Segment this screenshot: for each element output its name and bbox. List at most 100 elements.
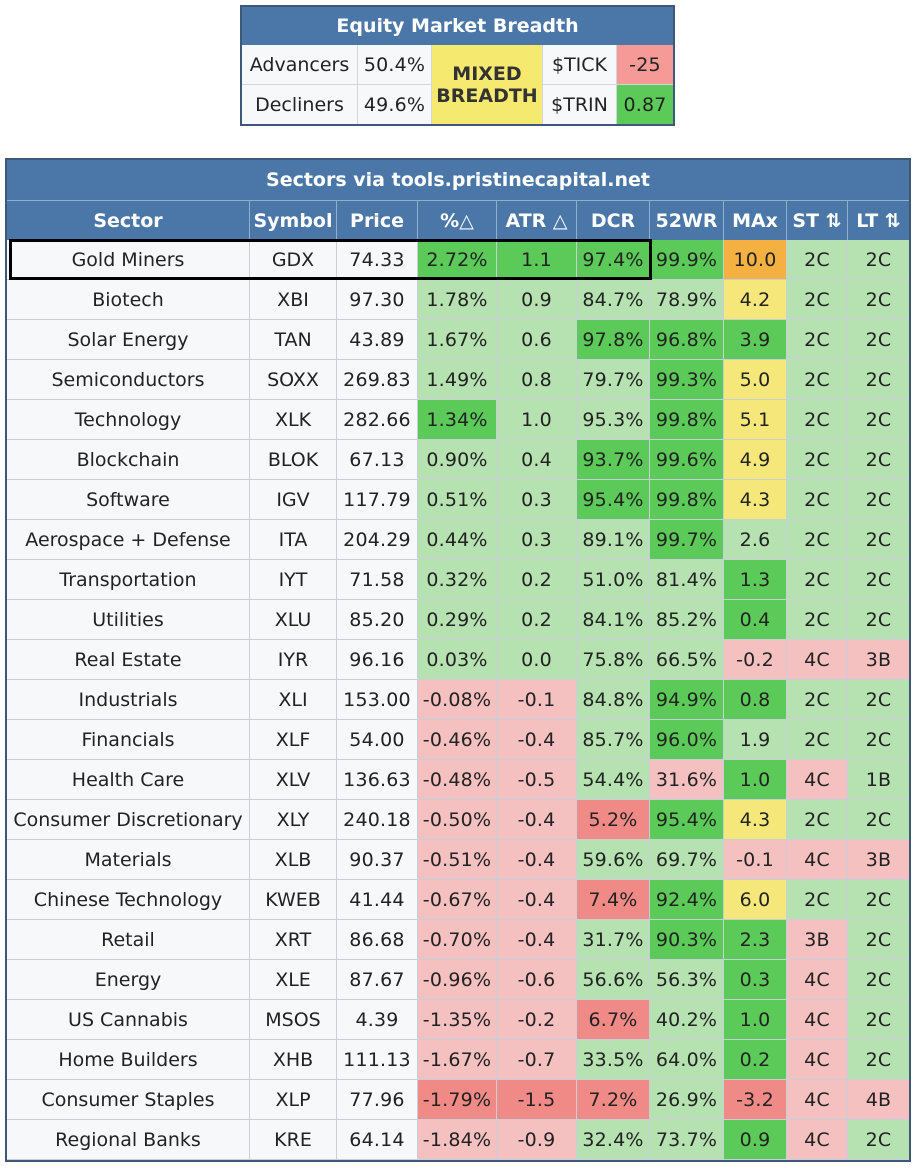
cell-st: 2C [787, 360, 848, 400]
cell-52wr: 99.3% [650, 360, 724, 400]
cell-dcr: 51.0% [577, 560, 650, 600]
table-row: Software IGV 117.79 0.51% 0.3 95.4% 99.8% 4.3 2C… [7, 480, 909, 520]
cell-lt: 2C [848, 800, 909, 840]
cell-price: 87.67 [337, 960, 418, 1000]
column-header-dcr[interactable]: DCR [577, 201, 650, 240]
column-header-price[interactable]: Price [337, 201, 418, 240]
cell-pct-change: 0.29% [418, 600, 497, 640]
cell-st: 2C [787, 680, 848, 720]
cell-lt: 2C [848, 1040, 909, 1080]
column-header-atr-change[interactable]: ATR △ [497, 201, 577, 240]
decliners-value: 49.6% [358, 85, 432, 124]
cell-52wr: 26.9% [650, 1080, 724, 1120]
cell-atr-change: -0.4 [497, 880, 577, 920]
cell-dcr: 59.6% [577, 840, 650, 880]
cell-symbol: IYT [250, 560, 337, 600]
cell-dcr: 93.7% [577, 440, 650, 480]
cell-atr-change: -0.4 [497, 800, 577, 840]
table-row: Consumer Staples XLP 77.96 -1.79% -1.5 7.2% 26… [7, 1080, 909, 1120]
cell-dcr: 84.7% [577, 280, 650, 320]
breadth-status-line2: BREADTH [436, 84, 538, 107]
column-header-52wr[interactable]: 52WR [650, 201, 724, 240]
cell-price: 97.30 [337, 280, 418, 320]
cell-dcr: 84.1% [577, 600, 650, 640]
trin-label: $TRIN [543, 85, 617, 124]
cell-symbol: KRE [250, 1120, 337, 1160]
cell-52wr: 85.2% [650, 600, 724, 640]
cell-price: 269.83 [337, 360, 418, 400]
cell-st: 2C [787, 400, 848, 440]
breadth-status-line1: MIXED [452, 62, 522, 85]
cell-symbol: MSOS [250, 1000, 337, 1040]
cell-lt: 2C [848, 920, 909, 960]
table-row: Consumer Discretionary XLY 240.18 -0.50% -0.… [7, 800, 909, 840]
cell-symbol: SOXX [250, 360, 337, 400]
cell-max: 0.4 [724, 600, 787, 640]
advancers-value: 50.4% [358, 45, 432, 85]
cell-lt: 2C [848, 320, 909, 360]
cell-52wr: 99.9% [650, 240, 724, 280]
column-header-pct-change[interactable]: %△ [418, 201, 497, 240]
cell-pct-change: -0.50% [418, 800, 497, 840]
cell-st: 4C [787, 840, 848, 880]
cell-sector: Real Estate [7, 640, 250, 680]
cell-dcr: 85.7% [577, 720, 650, 760]
trin-value: 0.87 [617, 85, 673, 124]
cell-lt: 2C [848, 680, 909, 720]
cell-52wr: 78.9% [650, 280, 724, 320]
cell-pct-change: 1.67% [418, 320, 497, 360]
cell-symbol: XLU [250, 600, 337, 640]
cell-price: 41.44 [337, 880, 418, 920]
cell-52wr: 99.6% [650, 440, 724, 480]
cell-dcr: 33.5% [577, 1040, 650, 1080]
cell-lt: 2C [848, 400, 909, 440]
cell-lt: 2C [848, 360, 909, 400]
cell-symbol: ITA [250, 520, 337, 560]
cell-lt: 2C [848, 240, 909, 280]
cell-price: 77.96 [337, 1080, 418, 1120]
cell-st: 4C [787, 1040, 848, 1080]
cell-sector: Software [7, 480, 250, 520]
cell-max: 5.0 [724, 360, 787, 400]
cell-pct-change: 1.49% [418, 360, 497, 400]
cell-pct-change: -1.67% [418, 1040, 497, 1080]
cell-atr-change: 0.2 [497, 560, 577, 600]
cell-symbol: GDX [250, 240, 337, 280]
table-row: US Cannabis MSOS 4.39 -1.35% -0.2 6.7% 40.2% 1.… [7, 1000, 909, 1040]
cell-st: 2C [787, 520, 848, 560]
table-row: Chinese Technology KWEB 41.44 -0.67% -0.4 7.4… [7, 880, 909, 920]
cell-pct-change: 0.03% [418, 640, 497, 680]
cell-price: 136.63 [337, 760, 418, 800]
table-row: Materials XLB 90.37 -0.51% -0.4 59.6% 69.7% -0.… [7, 840, 909, 880]
cell-price: 64.14 [337, 1120, 418, 1160]
cell-atr-change: 0.6 [497, 320, 577, 360]
column-header-sector[interactable]: Sector [7, 201, 250, 240]
cell-st: 2C [787, 600, 848, 640]
cell-symbol: TAN [250, 320, 337, 360]
cell-sector: US Cannabis [7, 1000, 250, 1040]
cell-atr-change: -0.5 [497, 760, 577, 800]
cell-symbol: XLF [250, 720, 337, 760]
table-row: Real Estate IYR 96.16 0.03% 0.0 75.8% 66.5% -0.… [7, 640, 909, 680]
cell-pct-change: 1.78% [418, 280, 497, 320]
cell-price: 4.39 [337, 1000, 418, 1040]
tick-value: -25 [617, 45, 673, 85]
cell-52wr: 96.0% [650, 720, 724, 760]
column-header-symbol[interactable]: Symbol [250, 201, 337, 240]
cell-st: 2C [787, 320, 848, 360]
column-header-lt[interactable]: LT ⇅ [848, 201, 909, 240]
cell-sector: Financials [7, 720, 250, 760]
table-row: Retail XRT 86.68 -0.70% -0.4 31.7% 90.3% 2.3 3B 2… [7, 920, 909, 960]
tick-label: $TICK [543, 45, 617, 85]
table-row: Industrials XLI 153.00 -0.08% -0.1 84.8% 94.9%… [7, 680, 909, 720]
cell-price: 117.79 [337, 480, 418, 520]
cell-dcr: 84.8% [577, 680, 650, 720]
cell-price: 86.68 [337, 920, 418, 960]
column-header-st[interactable]: ST ⇅ [787, 201, 848, 240]
cell-st: 2C [787, 800, 848, 840]
column-header-max[interactable]: MAx [724, 201, 787, 240]
cell-lt: 3B [848, 640, 909, 680]
cell-52wr: 56.3% [650, 960, 724, 1000]
table-row: Utilities XLU 85.20 0.29% 0.2 84.1% 85.2% 0.4 2C… [7, 600, 909, 640]
table-row: Aerospace + Defense ITA 204.29 0.44% 0.3 89.1… [7, 520, 909, 560]
